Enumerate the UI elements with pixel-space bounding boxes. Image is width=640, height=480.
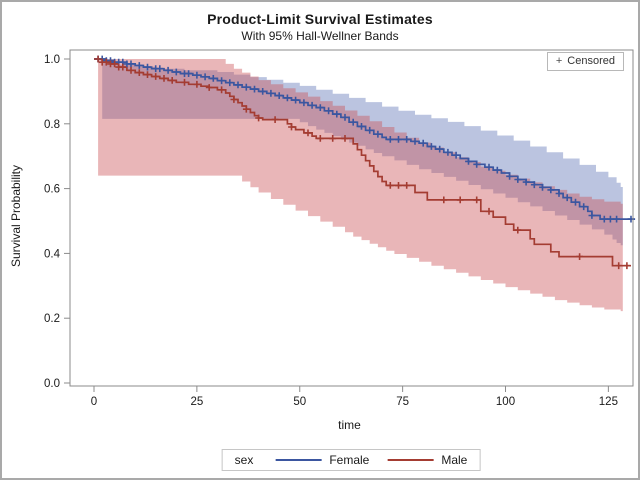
x-tick-label: 25 xyxy=(190,396,203,408)
censored-legend-box: + Censored xyxy=(546,52,624,71)
censored-label: Censored xyxy=(567,55,615,67)
group-legend: sex Female Male xyxy=(221,449,481,471)
x-tick-label: 100 xyxy=(496,396,515,408)
confidence-band-male xyxy=(98,59,623,312)
x-tick-label: 75 xyxy=(396,396,409,408)
x-tick-label: 0 xyxy=(91,396,97,408)
x-tick-label: 50 xyxy=(293,396,306,408)
legend-entry-female: Female xyxy=(275,453,369,467)
censor-marks-male xyxy=(94,55,631,270)
confidence-band-female xyxy=(102,62,623,246)
plot-frame xyxy=(69,49,634,387)
x-axis-title: time xyxy=(338,418,361,432)
y-tick-label: 0.0 xyxy=(44,378,60,390)
chart-title: Product-Limit Survival Estimates xyxy=(207,11,433,27)
x-axis-ticks: 0 25 50 75 100 125 xyxy=(91,386,618,408)
chart-subtitle: With 95% Hall-Wellner Bands xyxy=(241,29,399,43)
censor-plus-icon: + xyxy=(555,55,563,67)
y-tick-label: 0.8 xyxy=(44,119,60,131)
legend-line-female xyxy=(275,459,322,461)
y-axis-title: Survival Probability xyxy=(9,164,23,268)
legend-line-male xyxy=(387,459,434,461)
legend-label: Female xyxy=(329,453,370,467)
y-tick-label: 0.6 xyxy=(44,184,60,196)
y-tick-label: 0.4 xyxy=(44,248,61,260)
y-tick-label: 0.2 xyxy=(44,313,60,325)
legend-title: sex xyxy=(234,453,254,467)
y-axis-ticks: 1.0 0.8 0.6 0.4 0.2 0.0 xyxy=(44,54,70,390)
legend-entry-male: Male xyxy=(387,453,467,467)
y-tick-label: 1.0 xyxy=(44,54,60,66)
x-tick-label: 125 xyxy=(599,396,618,408)
legend-label: Male xyxy=(441,453,468,467)
